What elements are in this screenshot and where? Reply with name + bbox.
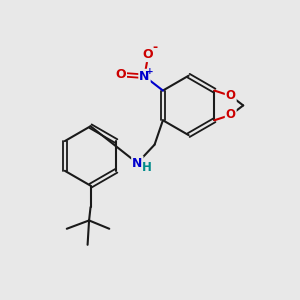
Text: +: +: [146, 67, 153, 76]
Text: O: O: [143, 48, 153, 61]
Text: -: -: [152, 41, 157, 54]
Text: N: N: [139, 70, 150, 83]
Text: O: O: [226, 89, 236, 102]
Text: N: N: [132, 157, 142, 169]
Text: H: H: [142, 161, 152, 174]
Text: O: O: [116, 68, 126, 81]
Text: O: O: [226, 108, 236, 122]
